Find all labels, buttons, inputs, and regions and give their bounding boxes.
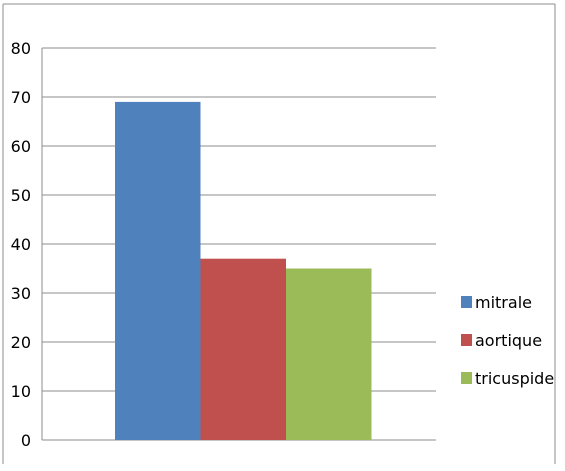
- legend: mitrale aortique tricuspide: [461, 293, 554, 388]
- y-tick-label: 60: [11, 137, 31, 156]
- legend-swatch-mitrale: [461, 296, 472, 308]
- y-tick-label: 50: [11, 186, 31, 205]
- legend-label-aortique: aortique: [475, 331, 542, 350]
- bar-aortique: [200, 258, 286, 440]
- chart-border: [2, 3, 556, 464]
- bar-mitrale: [115, 101, 201, 441]
- y-tick-label: 30: [11, 284, 31, 303]
- legend-label-mitrale: mitrale: [475, 293, 532, 312]
- y-tick-label: 0: [21, 431, 31, 450]
- legend-swatch-tricuspide: [461, 372, 472, 384]
- y-axis-tick-labels: 0 10 20 30 40 50 60 70 80: [11, 39, 31, 450]
- y-tick-label: 80: [11, 39, 31, 58]
- bar-tricuspide: [286, 268, 372, 440]
- legend-label-tricuspide: tricuspide: [475, 369, 554, 388]
- y-tick-label: 40: [11, 235, 31, 254]
- bars: [115, 101, 372, 441]
- y-tick-label: 20: [11, 333, 31, 352]
- legend-swatch-aortique: [461, 334, 472, 346]
- y-tick-label: 70: [11, 88, 31, 107]
- y-tick-label: 10: [11, 382, 31, 401]
